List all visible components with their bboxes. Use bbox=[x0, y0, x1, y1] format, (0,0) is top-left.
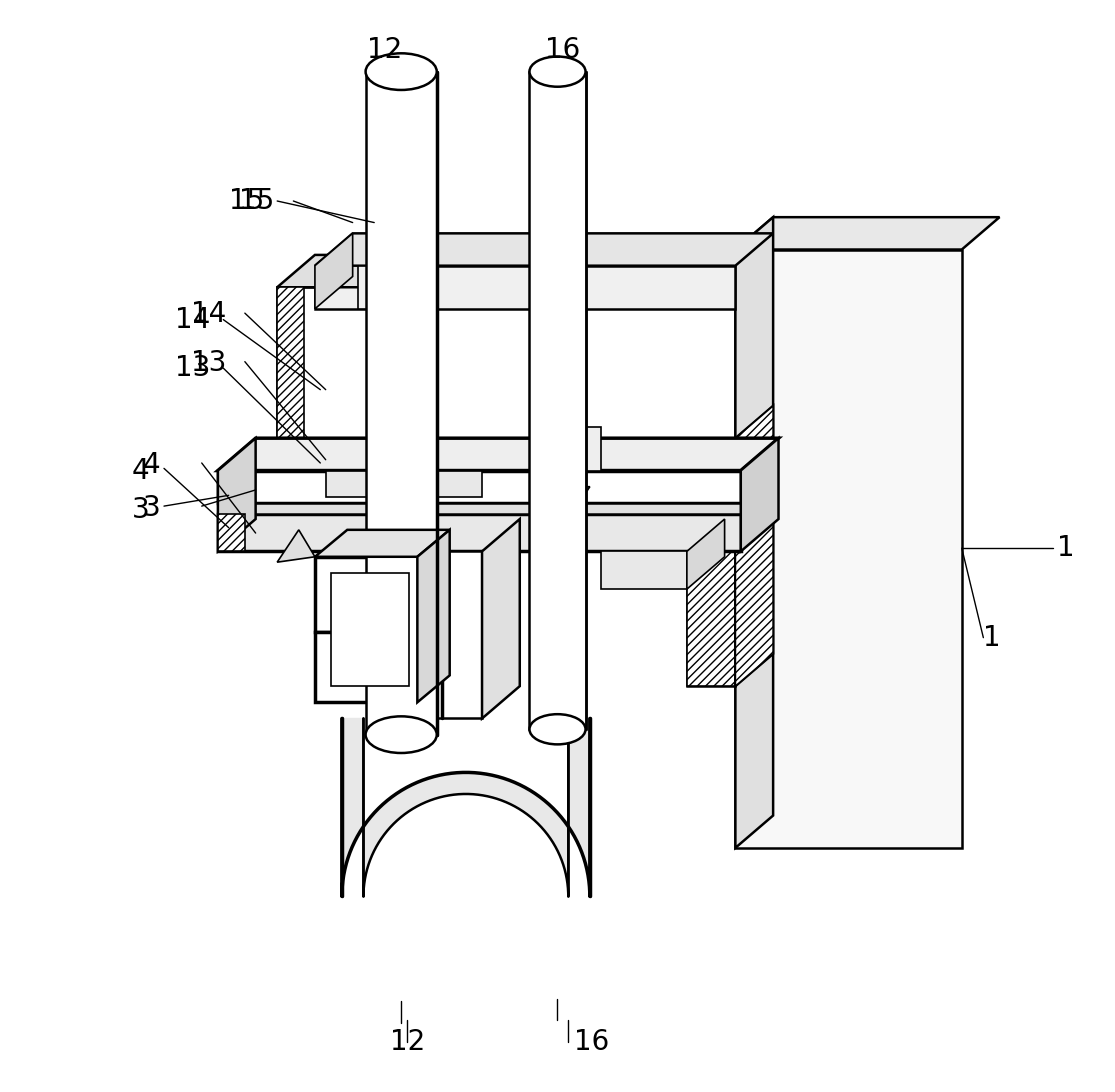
Polygon shape bbox=[407, 551, 482, 719]
Polygon shape bbox=[366, 72, 437, 735]
Polygon shape bbox=[217, 438, 255, 551]
Text: 1: 1 bbox=[1057, 534, 1074, 562]
Polygon shape bbox=[314, 557, 417, 632]
Polygon shape bbox=[736, 217, 773, 847]
Polygon shape bbox=[687, 519, 725, 589]
Polygon shape bbox=[736, 471, 773, 541]
Polygon shape bbox=[736, 217, 999, 249]
Polygon shape bbox=[278, 287, 396, 546]
Polygon shape bbox=[326, 471, 482, 498]
Text: 13: 13 bbox=[175, 354, 210, 382]
Polygon shape bbox=[314, 530, 449, 557]
Polygon shape bbox=[736, 249, 962, 847]
Text: 13: 13 bbox=[191, 348, 226, 377]
Ellipse shape bbox=[366, 54, 437, 90]
Polygon shape bbox=[331, 573, 409, 686]
Polygon shape bbox=[217, 503, 740, 513]
Polygon shape bbox=[314, 234, 352, 309]
Text: 15: 15 bbox=[229, 187, 264, 215]
Text: 14: 14 bbox=[191, 300, 226, 329]
Text: 16: 16 bbox=[545, 36, 581, 64]
Polygon shape bbox=[736, 406, 773, 686]
Polygon shape bbox=[482, 519, 520, 719]
Polygon shape bbox=[358, 265, 401, 309]
Polygon shape bbox=[736, 406, 773, 686]
Ellipse shape bbox=[366, 716, 437, 753]
Polygon shape bbox=[314, 265, 736, 309]
Text: 15: 15 bbox=[240, 187, 274, 215]
Text: 3: 3 bbox=[132, 497, 149, 524]
Polygon shape bbox=[687, 503, 736, 541]
Polygon shape bbox=[217, 438, 778, 471]
Text: 4: 4 bbox=[132, 456, 149, 485]
Text: 3: 3 bbox=[143, 495, 161, 522]
Polygon shape bbox=[546, 487, 590, 503]
Polygon shape bbox=[217, 471, 740, 503]
Ellipse shape bbox=[530, 57, 585, 86]
Polygon shape bbox=[417, 530, 449, 702]
Polygon shape bbox=[687, 438, 736, 686]
Polygon shape bbox=[278, 530, 314, 562]
Polygon shape bbox=[217, 513, 245, 551]
Polygon shape bbox=[342, 719, 590, 897]
Polygon shape bbox=[407, 551, 423, 719]
Text: 4: 4 bbox=[143, 451, 161, 479]
Polygon shape bbox=[314, 234, 773, 265]
Ellipse shape bbox=[555, 474, 581, 494]
Polygon shape bbox=[314, 632, 417, 702]
Polygon shape bbox=[687, 438, 736, 686]
Polygon shape bbox=[601, 551, 687, 589]
Polygon shape bbox=[396, 254, 434, 546]
Text: 14: 14 bbox=[175, 306, 210, 333]
Polygon shape bbox=[536, 427, 601, 471]
Polygon shape bbox=[278, 287, 304, 546]
Text: 12: 12 bbox=[367, 36, 403, 64]
Text: 12: 12 bbox=[390, 1028, 426, 1056]
Ellipse shape bbox=[530, 714, 585, 745]
Polygon shape bbox=[740, 438, 778, 551]
Polygon shape bbox=[217, 513, 740, 551]
Polygon shape bbox=[530, 72, 585, 729]
Text: 16: 16 bbox=[574, 1028, 609, 1056]
Text: 1: 1 bbox=[983, 624, 1001, 652]
Polygon shape bbox=[278, 254, 434, 287]
